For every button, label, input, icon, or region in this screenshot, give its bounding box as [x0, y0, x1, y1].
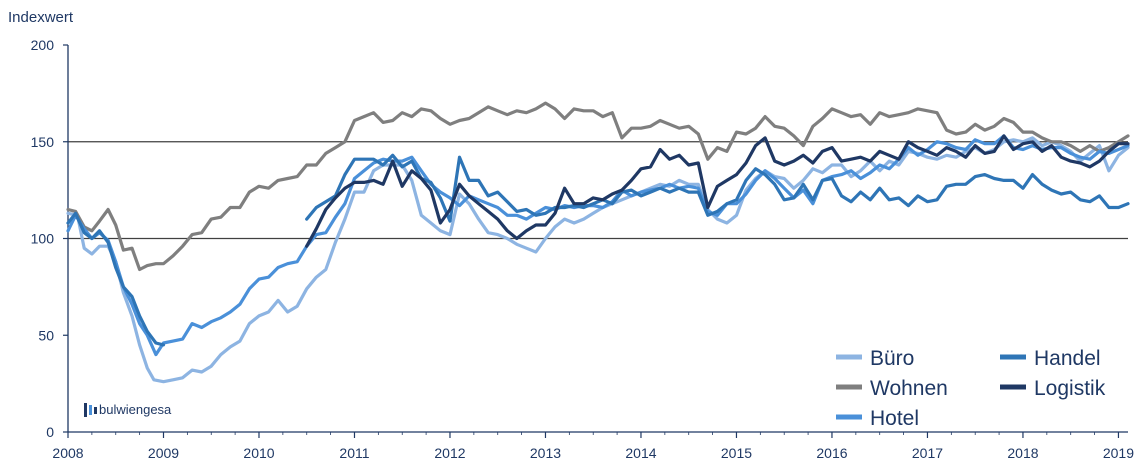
logo-text: bulwiengesa — [99, 402, 172, 417]
x-tick-label: 2008 — [52, 445, 83, 461]
x-tick-label: 2014 — [625, 445, 656, 461]
x-tick-label: 2018 — [1007, 445, 1038, 461]
x-tick-label: 2009 — [148, 445, 179, 461]
y-axis-title: Indexwert — [8, 9, 74, 26]
legend-label: Büro — [870, 347, 914, 370]
y-tick-label: 200 — [31, 37, 55, 53]
series-line-hotel — [66, 134, 1130, 357]
legend-label: Wohnen — [870, 377, 948, 400]
series-line-logistik — [305, 134, 1130, 248]
y-tick-label: 150 — [31, 134, 55, 150]
series-lines — [66, 101, 1130, 384]
gridlines — [68, 141, 1128, 240]
series-line-wohnen — [66, 101, 1130, 272]
bulwiengesa-logo: bulwiengesa — [84, 402, 172, 417]
x-tick-label: 2017 — [912, 445, 943, 461]
y-tick-label: 0 — [46, 424, 54, 440]
x-tick-label: 2010 — [243, 445, 274, 461]
logo-icon — [84, 403, 97, 417]
x-tick-label: 2012 — [434, 445, 465, 461]
legend: Büro Wohnen Hotel Handel Logistik — [836, 347, 1106, 430]
x-tick-label: 2016 — [816, 445, 847, 461]
series-line-bro — [66, 136, 1130, 384]
x-tick-label: 2013 — [530, 445, 561, 461]
y-tick-label: 100 — [31, 231, 55, 247]
x-tick-labels: 2008 2009 2010 2011 2012 2013 2014 2015 2016 2017… — [52, 432, 1134, 461]
legend-label: Logistik — [1034, 377, 1106, 400]
series-line-handel — [66, 211, 166, 347]
x-tick-label: 2015 — [721, 445, 752, 461]
series-line-handel — [305, 153, 1130, 223]
y-tick-label: 50 — [38, 327, 54, 343]
legend-label: Hotel — [870, 407, 919, 430]
legend-label: Handel — [1034, 347, 1101, 370]
x-tick-label: 2019 — [1103, 445, 1134, 461]
x-tick-label: 2011 — [339, 445, 369, 461]
y-tick-labels: 0 50 100 150 200 — [31, 37, 68, 440]
